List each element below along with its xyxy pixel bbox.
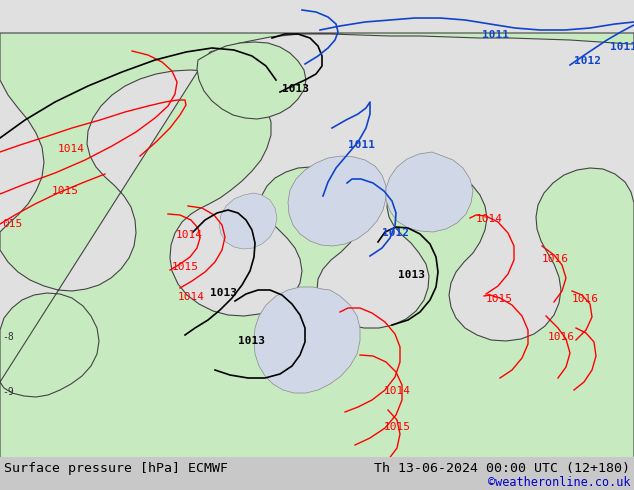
Text: 1012: 1012 [382, 228, 409, 238]
Text: 1013: 1013 [238, 336, 265, 346]
Text: Th 13-06-2024 00:00 UTC (12+180): Th 13-06-2024 00:00 UTC (12+180) [374, 462, 630, 474]
Text: 1014: 1014 [58, 144, 85, 154]
Polygon shape [254, 287, 360, 393]
Polygon shape [386, 152, 473, 232]
Text: 1016: 1016 [572, 294, 599, 304]
Text: 1011: 1011 [348, 140, 375, 150]
Text: 1015: 1015 [384, 422, 411, 432]
Text: 1013: 1013 [210, 288, 237, 298]
Text: ©weatheronline.co.uk: ©weatheronline.co.uk [488, 475, 630, 489]
Text: 1015: 1015 [378, 459, 405, 469]
Polygon shape [288, 156, 386, 246]
Text: 1014: 1014 [384, 386, 411, 396]
Polygon shape [197, 42, 306, 119]
Text: 015: 015 [2, 219, 22, 229]
Text: 1015: 1015 [486, 294, 513, 304]
Polygon shape [0, 33, 634, 490]
Text: 1014: 1014 [476, 214, 503, 224]
Text: Surface pressure [hPa] ECMWF: Surface pressure [hPa] ECMWF [4, 462, 228, 474]
Text: 1013: 1013 [282, 84, 309, 94]
Text: 1014: 1014 [178, 292, 205, 302]
Text: 1012: 1012 [574, 56, 601, 66]
Text: 1014: 1014 [176, 230, 203, 240]
Text: -9: -9 [2, 387, 14, 397]
Text: 1015: 1015 [52, 186, 79, 196]
Text: 1015: 1015 [172, 262, 199, 272]
Polygon shape [219, 193, 277, 249]
Text: 1016: 1016 [542, 254, 569, 264]
Bar [0, 457, 634, 490]
Text: 1013: 1013 [398, 270, 425, 280]
Text: 1016: 1016 [548, 332, 575, 342]
Text: 1011: 1011 [610, 42, 634, 52]
Text: -8: -8 [2, 332, 14, 342]
Text: 1011: 1011 [482, 30, 509, 40]
